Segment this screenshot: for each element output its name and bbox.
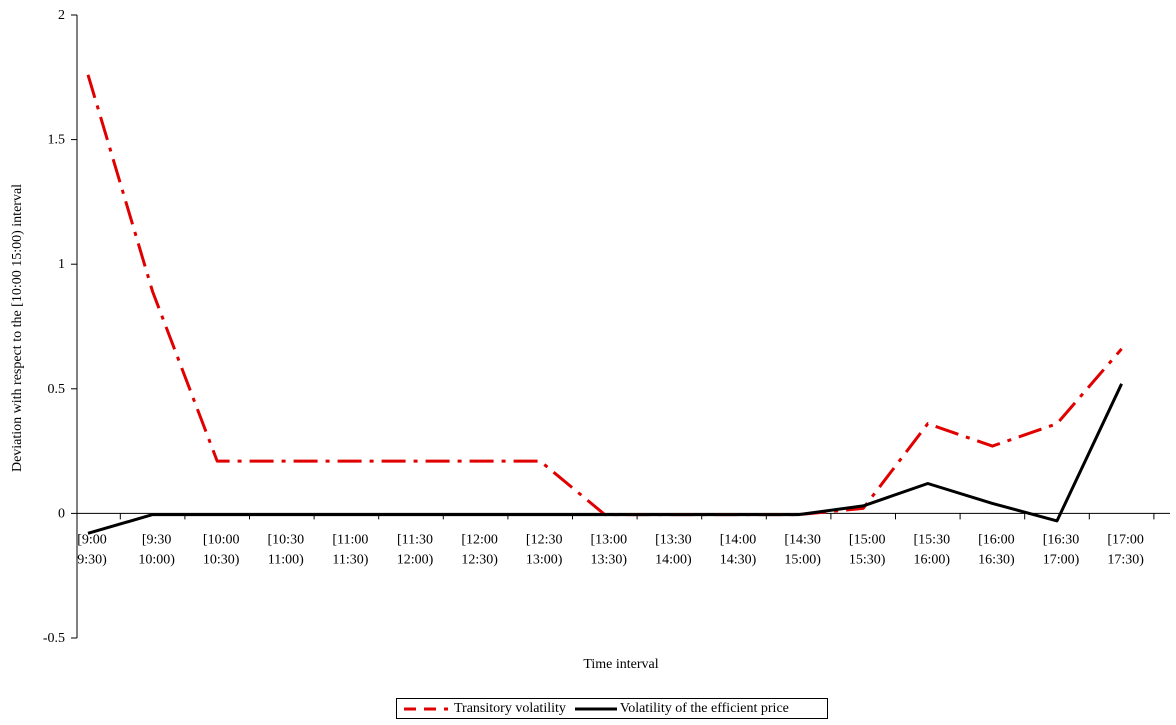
- y-tick-label: 1.5: [48, 133, 66, 148]
- x-tick-label: [13:00 13:30): [591, 532, 628, 567]
- x-tick-label: [12:30 13:00): [526, 532, 563, 567]
- y-axis-label: Deviation with respect to the [10:00 15:…: [10, 184, 25, 472]
- y-tick-label: 0: [58, 506, 65, 521]
- legend-item-efficient: Volatility of the efficient price: [566, 701, 789, 717]
- x-tick-label: [10:30 11:00): [268, 532, 305, 567]
- series-line-efficient-price-volatility: [87, 383, 1123, 535]
- x-tick-label: [15:00 15:30): [849, 532, 886, 567]
- x-axis-label: Time interval: [583, 657, 658, 672]
- x-tick-label: [9:30 10:00): [138, 532, 175, 567]
- x-tick-label: [10:00 10:30): [203, 532, 240, 567]
- legend-item-transitory: Transitory volatility: [397, 701, 566, 717]
- y-tick-label: -0.5: [43, 631, 65, 646]
- legend-swatch-solid: [574, 707, 617, 710]
- legend-swatch-dash: [404, 707, 448, 710]
- y-tick-label: 0.5: [48, 382, 66, 397]
- x-tick-label: [15:30 16:00): [914, 532, 951, 567]
- chart-legend: Transitory volatility Volatility of the …: [396, 698, 828, 719]
- x-tick-label: [11:30 12:00): [397, 532, 434, 567]
- x-tick-label: [12:00 12:30): [461, 532, 498, 567]
- x-axis: [9:00 9:30) [9:30 10:00) [10:00 10:30) [10:30 1…: [77, 512, 1170, 567]
- x-tick-label: [11:00 11:30): [332, 532, 368, 567]
- series-line-transitory-volatility: [86, 74, 1123, 517]
- x-tick-label: [16:00 16:30): [978, 532, 1015, 567]
- x-tick-label: [14:30 15:00): [784, 532, 821, 567]
- legend-label-efficient: Volatility of the efficient price: [619, 700, 789, 716]
- x-tick-label: [9:00 9:30): [77, 532, 107, 567]
- y-tick-label: 1: [58, 257, 65, 272]
- y-axis: 2 1.5 1 0.5 0 -0.5: [43, 8, 78, 646]
- x-tick-label: [13:30 14:00): [655, 532, 692, 567]
- legend-label-transitory: Transitory volatility: [454, 700, 566, 716]
- x-tick-label: [14:00 14:30): [720, 532, 757, 567]
- x-tick-label: [16:30 17:00): [1043, 532, 1080, 567]
- x-tick-label: [17:00 17:30): [1107, 532, 1144, 567]
- y-tick-label: 2: [58, 8, 65, 23]
- series-layer: [86, 74, 1123, 535]
